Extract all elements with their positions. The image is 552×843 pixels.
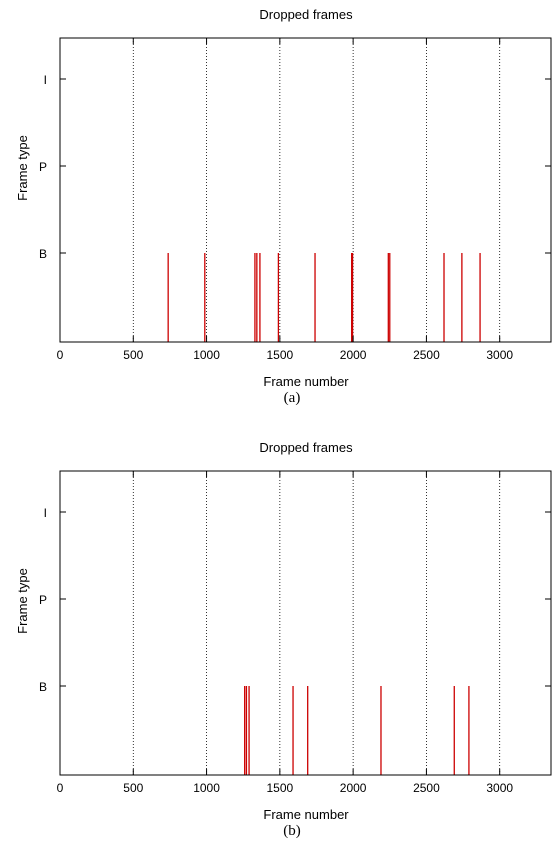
plot-frame — [59, 470, 552, 776]
x-tick-label-1500: 1500 — [266, 348, 293, 362]
chart-title: Dropped frames — [259, 440, 353, 455]
y-tick-label-I: I — [44, 506, 47, 520]
chart-title: Dropped frames — [259, 7, 353, 22]
grid-lines — [132, 471, 501, 775]
plot-ticks — [59, 471, 551, 775]
chart-b: Dropped frames Frame type I P B 0 500 1000… — [15, 440, 552, 839]
data-marks — [167, 253, 481, 342]
panel-caption: (a) — [284, 390, 301, 406]
x-tick-label-0: 0 — [57, 348, 64, 362]
x-tick-labels: 0 500 1000 1500 2000 2500 3000 — [57, 781, 514, 795]
y-tick-label-I: I — [44, 73, 47, 87]
x-tick-label-1000: 1000 — [193, 781, 220, 795]
y-axis-label: Frame type — [15, 568, 30, 634]
y-axis-label-text: Frame type — [15, 135, 30, 201]
x-tick-label-2000: 2000 — [340, 781, 367, 795]
data-marks — [244, 686, 470, 775]
x-tick-label-3000: 3000 — [486, 348, 513, 362]
x-tick-label-500: 500 — [123, 781, 143, 795]
y-tick-label-P: P — [39, 160, 47, 174]
x-tick-label-2000: 2000 — [340, 348, 367, 362]
x-tick-label-500: 500 — [123, 348, 143, 362]
y-axis-label: Frame type — [15, 135, 30, 201]
y-tick-label-B: B — [39, 247, 47, 261]
x-axis-label: Frame number — [263, 807, 349, 822]
x-tick-label-3000: 3000 — [486, 781, 513, 795]
y-axis-label-text: Frame type — [15, 568, 30, 634]
x-tick-labels: 0 500 1000 1500 2000 2500 3000 — [57, 348, 514, 362]
x-tick-label-1500: 1500 — [266, 781, 293, 795]
plot-ticks — [59, 38, 551, 342]
x-axis-label: Frame number — [263, 374, 349, 389]
plot-frame — [59, 37, 552, 343]
x-tick-label-0: 0 — [57, 781, 64, 795]
panel-caption: (b) — [283, 823, 301, 839]
grid-lines — [132, 38, 501, 342]
chart-a: Dropped frames Frame type I P B 0 500 1000… — [15, 7, 552, 406]
y-tick-labels: I P B — [39, 73, 47, 261]
y-tick-label-P: P — [39, 593, 47, 607]
x-tick-label-1000: 1000 — [193, 348, 220, 362]
x-tick-label-2500: 2500 — [413, 348, 440, 362]
y-tick-labels: I P B — [39, 506, 47, 694]
y-tick-label-B: B — [39, 680, 47, 694]
x-tick-label-2500: 2500 — [413, 781, 440, 795]
